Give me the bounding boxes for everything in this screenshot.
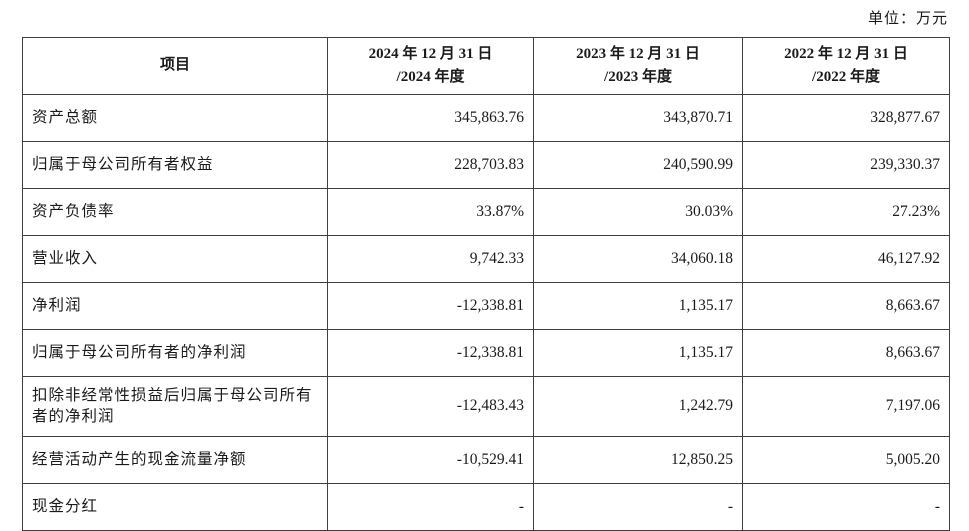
value-2024: 345,863.76 [327,94,534,142]
value-2022: 46,127.92 [742,235,950,283]
financial-summary-table: 项目 2024 年 12 月 31 日 /2024 年度 2023 年 12 月… [22,37,950,531]
row-label: 扣除非经常性损益后归属于母公司所有者的净利润 [22,376,328,437]
row-label: 经营活动产生的现金流量净额 [22,436,328,484]
value-2023: 12,850.25 [533,436,743,484]
header-col-2024-line2: /2024 年度 [396,69,465,85]
table-row-total-assets: 资产总额 345,863.76 343,870.71 328,877.67 [22,94,950,142]
table-row-debt-ratio: 资产负债率 33.87% 30.03% 27.23% [22,188,950,236]
header-col-2022-line1: 2022 年 12 月 31 日 [784,45,908,62]
value-2024: - [327,483,534,531]
header-col-2024: 2024 年 12 月 31 日 /2024 年度 [327,37,534,95]
value-2022: - [742,483,950,531]
header-col-2023-line1: 2023 年 12 月 31 日 [576,45,700,62]
table-row-parent-net-profit: 归属于母公司所有者的净利润 -12,338.81 1,135.17 8,663.… [22,329,950,377]
table-row-operating-cash-flow: 经营活动产生的现金流量净额 -10,529.41 12,850.25 5,005… [22,436,950,484]
header-col-2022-line2: /2022 年度 [812,69,880,85]
value-2022: 8,663.67 [742,282,950,330]
value-2023: 240,590.99 [533,141,743,189]
header-item-column: 项目 [22,37,328,95]
row-label: 资产总额 [22,94,328,142]
row-label: 归属于母公司所有者权益 [22,141,328,189]
header-col-2023-line2: /2023 年度 [604,69,672,85]
row-label: 资产负债率 [22,188,328,236]
value-2022: 8,663.67 [742,329,950,377]
unit-note: 单位：万元 [867,11,948,27]
value-2022: 239,330.37 [742,141,950,189]
table-header-row: 项目 2024 年 12 月 31 日 /2024 年度 2023 年 12 月… [22,37,950,95]
value-2024: -12,338.81 [327,329,534,377]
header-col-2023: 2023 年 12 月 31 日 /2023 年度 [533,37,743,95]
table-row-cash-dividend: 现金分红 - - - [22,483,950,531]
value-2023: - [533,483,743,531]
table-row-parent-equity: 归属于母公司所有者权益 228,703.83 240,590.99 239,33… [22,141,950,189]
value-2023: 30.03% [533,188,743,236]
value-2024: -10,529.41 [327,436,534,484]
value-2024: 33.87% [327,188,534,236]
value-2023: 34,060.18 [533,235,743,283]
table-row-net-profit: 净利润 -12,338.81 1,135.17 8,663.67 [22,282,950,330]
value-2023: 1,135.17 [533,329,743,377]
value-2024: 228,703.83 [327,141,534,189]
value-2024: 9,742.33 [327,235,534,283]
value-2024: -12,338.81 [327,282,534,330]
value-2022: 328,877.67 [742,94,950,142]
table-row-revenue: 营业收入 9,742.33 34,060.18 46,127.92 [22,235,950,283]
row-label: 营业收入 [22,235,328,283]
header-col-2024-line1: 2024 年 12 月 31 日 [368,45,493,62]
row-label: 净利润 [22,282,328,330]
value-2023: 1,242.79 [533,376,743,437]
value-2022: 7,197.06 [742,376,950,437]
header-col-2022: 2022 年 12 月 31 日 /2022 年度 [742,37,950,95]
table-row-non-recurring-net-profit: 扣除非经常性损益后归属于母公司所有者的净利润 -12,483.43 1,242.… [22,376,950,437]
row-label: 归属于母公司所有者的净利润 [22,329,328,377]
value-2023: 1,135.17 [533,282,743,330]
value-2022: 27.23% [742,188,950,236]
value-2023: 343,870.71 [533,94,743,142]
row-label: 现金分红 [22,483,328,531]
value-2024: -12,483.43 [327,376,534,437]
value-2022: 5,005.20 [742,436,950,484]
